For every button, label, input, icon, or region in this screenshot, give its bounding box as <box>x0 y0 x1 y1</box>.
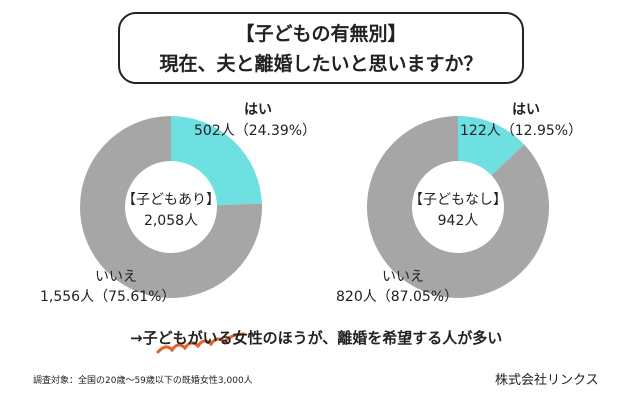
chart2-center-label: 【子どもなし】 <box>409 192 507 208</box>
chart1-no-label: いいえ <box>95 269 137 285</box>
chart1-slice-yes <box>171 116 262 206</box>
chart1-center-value: 2,058人 <box>143 213 199 229</box>
chart1-no-count: 1,556人（75.61%） <box>40 289 176 305</box>
footnote: 調査対象：全国の20歳〜59歳以下の既婚女性3,000人 <box>33 376 253 386</box>
company-name: 株式会社リンクス <box>495 373 599 388</box>
wavy-underline <box>156 332 246 354</box>
chart1-center-label: 【子どもあり】 <box>122 192 220 208</box>
title-box: 【子どもの有無別】 現在、夫と離婚したいと思いますか？ <box>118 12 524 84</box>
title-line2: 現在、夫と離婚したいと思いますか？ <box>159 53 483 75</box>
chart2-slice-yes <box>458 116 525 176</box>
chart2-slice-no <box>367 116 550 298</box>
conclusion: →子どもがいる女性のほうが、離婚を希望する人が多い <box>130 329 503 347</box>
chart1-yes-count: 502人（24.39%） <box>194 123 317 139</box>
chart2-yes-count: 122人（12.95%） <box>460 123 583 139</box>
chart2-no-count: 820人（87.05%） <box>336 289 459 305</box>
chart2-no-label: いいえ <box>382 269 424 285</box>
chart2-center-value: 942人 <box>437 213 479 229</box>
chart1-slice-no <box>80 116 262 298</box>
chart1-yes-label: はい <box>244 102 272 118</box>
title-line1: 【子どもの有無別】 <box>235 23 407 45</box>
chart2-yes-label: はい <box>512 102 540 118</box>
